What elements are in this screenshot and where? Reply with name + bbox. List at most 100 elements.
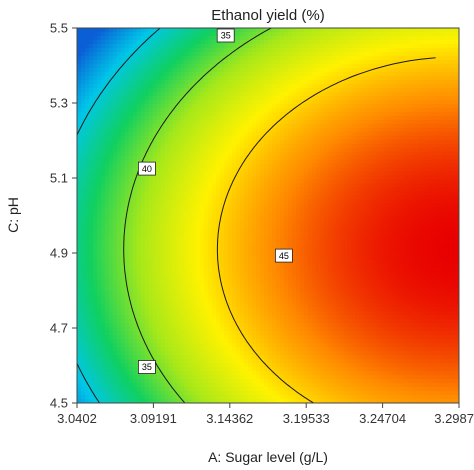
heatmap-cell xyxy=(160,119,166,125)
heatmap-cell xyxy=(232,151,237,157)
heatmap-cell xyxy=(136,391,142,396)
heatmap-cell xyxy=(184,47,190,53)
heatmap-cell xyxy=(100,183,106,189)
heatmap-cell xyxy=(200,199,205,205)
heatmap-cell xyxy=(240,83,245,89)
heatmap-cell xyxy=(204,363,209,368)
heatmap-cell xyxy=(176,283,182,288)
heatmap-cell xyxy=(144,179,150,185)
heatmap-cell xyxy=(248,119,253,125)
heatmap-cell xyxy=(120,311,126,316)
heatmap-cell xyxy=(108,179,114,185)
heatmap-cell xyxy=(260,223,265,229)
heatmap-cell xyxy=(148,199,154,205)
heatmap-cell xyxy=(268,311,273,316)
heatmap-cell xyxy=(92,51,98,57)
heatmap-cell xyxy=(236,207,241,213)
heatmap-cell xyxy=(140,47,146,53)
heatmap-cell xyxy=(172,119,178,125)
heatmap-cell xyxy=(77,199,82,205)
heatmap-cell xyxy=(84,303,90,308)
heatmap-cell xyxy=(172,271,178,276)
heatmap-cell xyxy=(152,379,158,384)
heatmap-cell xyxy=(136,315,142,320)
heatmap-cell xyxy=(212,303,217,308)
heatmap-cell xyxy=(244,247,249,252)
heatmap-cell xyxy=(244,43,249,49)
heatmap-cell xyxy=(176,139,182,145)
heatmap-cell xyxy=(184,247,190,252)
heatmap-cell xyxy=(268,303,273,308)
heatmap-cell xyxy=(188,83,193,89)
heatmap-cell xyxy=(112,371,118,376)
heatmap-cell xyxy=(184,315,190,320)
heatmap-cell xyxy=(88,175,94,181)
heatmap-cell xyxy=(260,259,265,264)
heatmap-cell xyxy=(200,287,205,292)
heatmap-cell xyxy=(264,287,269,292)
heatmap-cell xyxy=(136,231,142,237)
heatmap-cell xyxy=(168,28,174,33)
heatmap-cell xyxy=(92,219,98,225)
heatmap-cell xyxy=(144,259,150,264)
heatmap-cell xyxy=(252,287,257,292)
heatmap-cell xyxy=(275,223,281,229)
heatmap-cell xyxy=(128,219,134,225)
heatmap-cell xyxy=(271,239,277,245)
heatmap-cell xyxy=(100,231,106,237)
heatmap-cell xyxy=(124,263,130,268)
heatmap-cell xyxy=(279,391,285,396)
heatmap-cell xyxy=(224,191,229,197)
heatmap-cell xyxy=(228,299,233,304)
heatmap-cell xyxy=(220,387,225,392)
heatmap-cell xyxy=(104,99,110,105)
heatmap-cell xyxy=(128,255,134,260)
heatmap-cell xyxy=(256,39,261,45)
heatmap-cell xyxy=(188,51,193,57)
heatmap-cell xyxy=(160,371,166,376)
heatmap-cell xyxy=(248,399,253,403)
heatmap-cell xyxy=(140,283,146,288)
heatmap-cell xyxy=(100,39,106,45)
heatmap-cell xyxy=(264,319,269,324)
heatmap-cell xyxy=(96,163,102,169)
heatmap-cell xyxy=(148,283,154,288)
heatmap-cell xyxy=(96,159,102,165)
heatmap-cell xyxy=(244,331,249,336)
heatmap-cell xyxy=(216,223,221,229)
heatmap-cell xyxy=(104,171,110,177)
heatmap-cell xyxy=(283,115,289,121)
heatmap-cell xyxy=(188,311,193,316)
heatmap-cell xyxy=(240,391,245,396)
heatmap-cell xyxy=(268,239,273,245)
heatmap-cell xyxy=(180,183,186,189)
heatmap-cell xyxy=(128,67,134,73)
heatmap-cell xyxy=(144,315,150,320)
heatmap-cell xyxy=(100,63,106,69)
heatmap-cell xyxy=(244,179,249,185)
heatmap-cell xyxy=(220,67,225,73)
heatmap-cell xyxy=(136,323,142,328)
heatmap-cell xyxy=(104,219,110,225)
heatmap-cell xyxy=(252,95,257,101)
heatmap-cell xyxy=(188,115,193,121)
heatmap-cell xyxy=(200,55,205,61)
heatmap-cell xyxy=(240,39,245,45)
heatmap-cell xyxy=(204,307,209,312)
heatmap-cell xyxy=(164,247,170,252)
heatmap-cell xyxy=(108,163,114,169)
heatmap-cell xyxy=(104,131,110,137)
heatmap-cell xyxy=(271,255,277,260)
heatmap-cell xyxy=(248,271,253,276)
heatmap-cell xyxy=(84,131,90,137)
heatmap-cell xyxy=(144,283,150,288)
heatmap-cell xyxy=(188,355,193,360)
heatmap-cell xyxy=(112,351,118,356)
heatmap-cell xyxy=(220,255,225,260)
heatmap-cell xyxy=(283,35,289,41)
heatmap-cell xyxy=(84,63,90,69)
heatmap-cell xyxy=(136,383,142,388)
heatmap-cell xyxy=(279,303,285,308)
heatmap-cell xyxy=(77,307,82,312)
heatmap-cell xyxy=(228,383,233,388)
